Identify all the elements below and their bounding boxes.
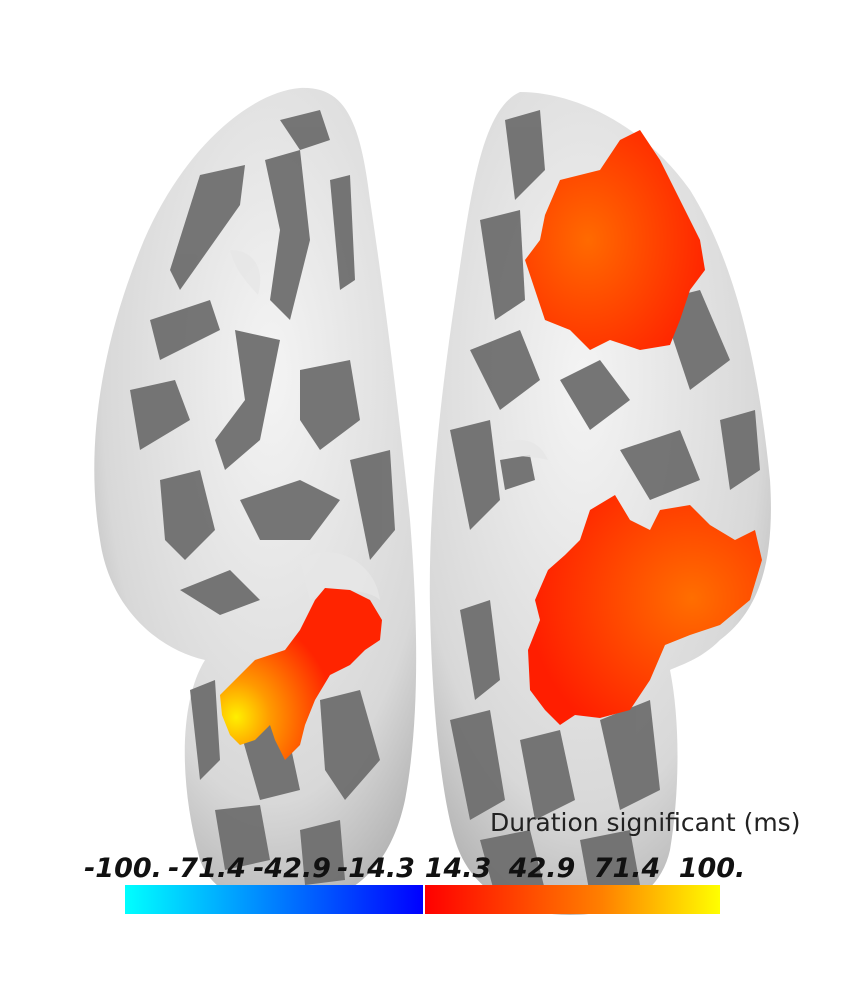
colorbar-tick: -42.9 — [253, 853, 331, 884]
colorbar-tick: 71.4 — [593, 853, 661, 884]
colorbar-title: Duration significant (ms) — [490, 808, 801, 837]
colorbar-negative — [125, 885, 423, 914]
left-activation-cluster — [220, 588, 382, 760]
colorbar-tick: -71.4 — [168, 853, 246, 884]
left-hemisphere — [94, 87, 417, 906]
right-activation-cluster-posterior — [528, 495, 762, 725]
colorbar-tick: 42.9 — [508, 853, 576, 884]
colorbar-tick: 100. — [678, 853, 746, 884]
colorbar-tick: -100. — [84, 853, 162, 884]
colorbar-tick: 14.3 — [424, 853, 492, 884]
colorbar-tick: -14.3 — [337, 853, 415, 884]
colorbar-positive — [425, 885, 720, 914]
right-hemisphere — [429, 92, 771, 915]
right-activation-cluster-anterior — [525, 130, 705, 350]
